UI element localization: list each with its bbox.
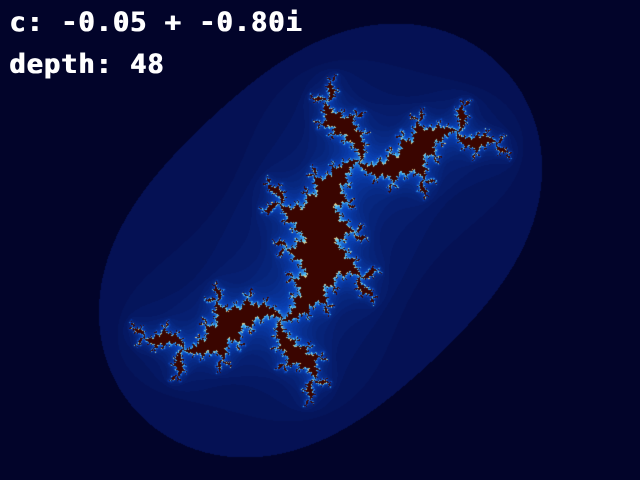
depth-readout: depth: 48 [9, 49, 165, 80]
c-parameter-readout: c: -0.05 + -0.80i [9, 7, 303, 38]
